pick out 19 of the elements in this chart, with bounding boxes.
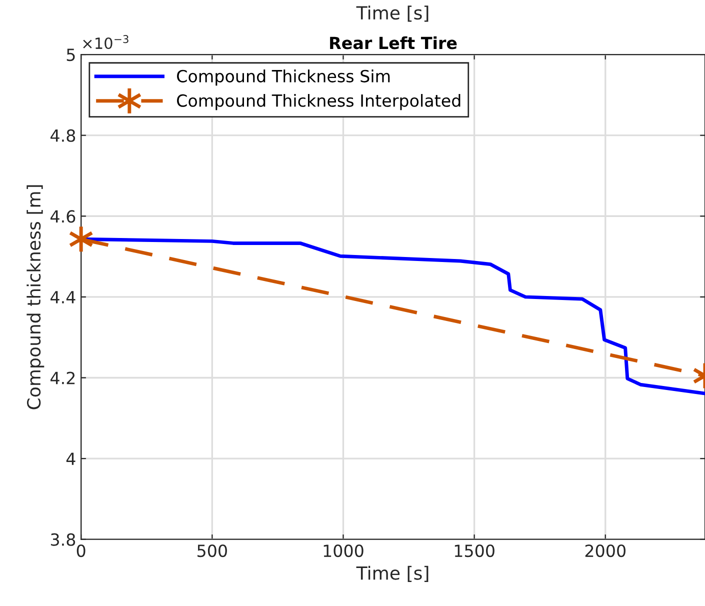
y-tick-label: 4.4 [50,291,76,304]
text: ×10$^{−3}$ [83,35,128,50]
y-tick-label: 4.6 [50,210,76,223]
chart-title: Rear Left Tire [330,36,457,50]
x-tick-label: 1000 [324,544,364,558]
x-tick-label: 0 [76,544,86,558]
x-tick-label: 500 [198,544,227,558]
x-axis-title: Time [s] [356,566,428,582]
legend-label: Compound Thickness Sim [177,70,390,86]
y-tick-label: 4.8 [50,129,76,142]
x-tick-label: 2000 [585,544,626,558]
y-axis-title: Compound thickness [m] [26,185,44,410]
y-tick-label: 4 [66,452,76,465]
y-tick-label: 5 [66,48,75,62]
x-tick-label: 1500 [454,544,494,558]
legend-label: Compound Thickness Interpolated [177,94,460,110]
y-tick-label: 3.8 [50,533,76,546]
text: Time [s] [356,6,428,22]
y-tick-label: 4.2 [50,372,75,384]
